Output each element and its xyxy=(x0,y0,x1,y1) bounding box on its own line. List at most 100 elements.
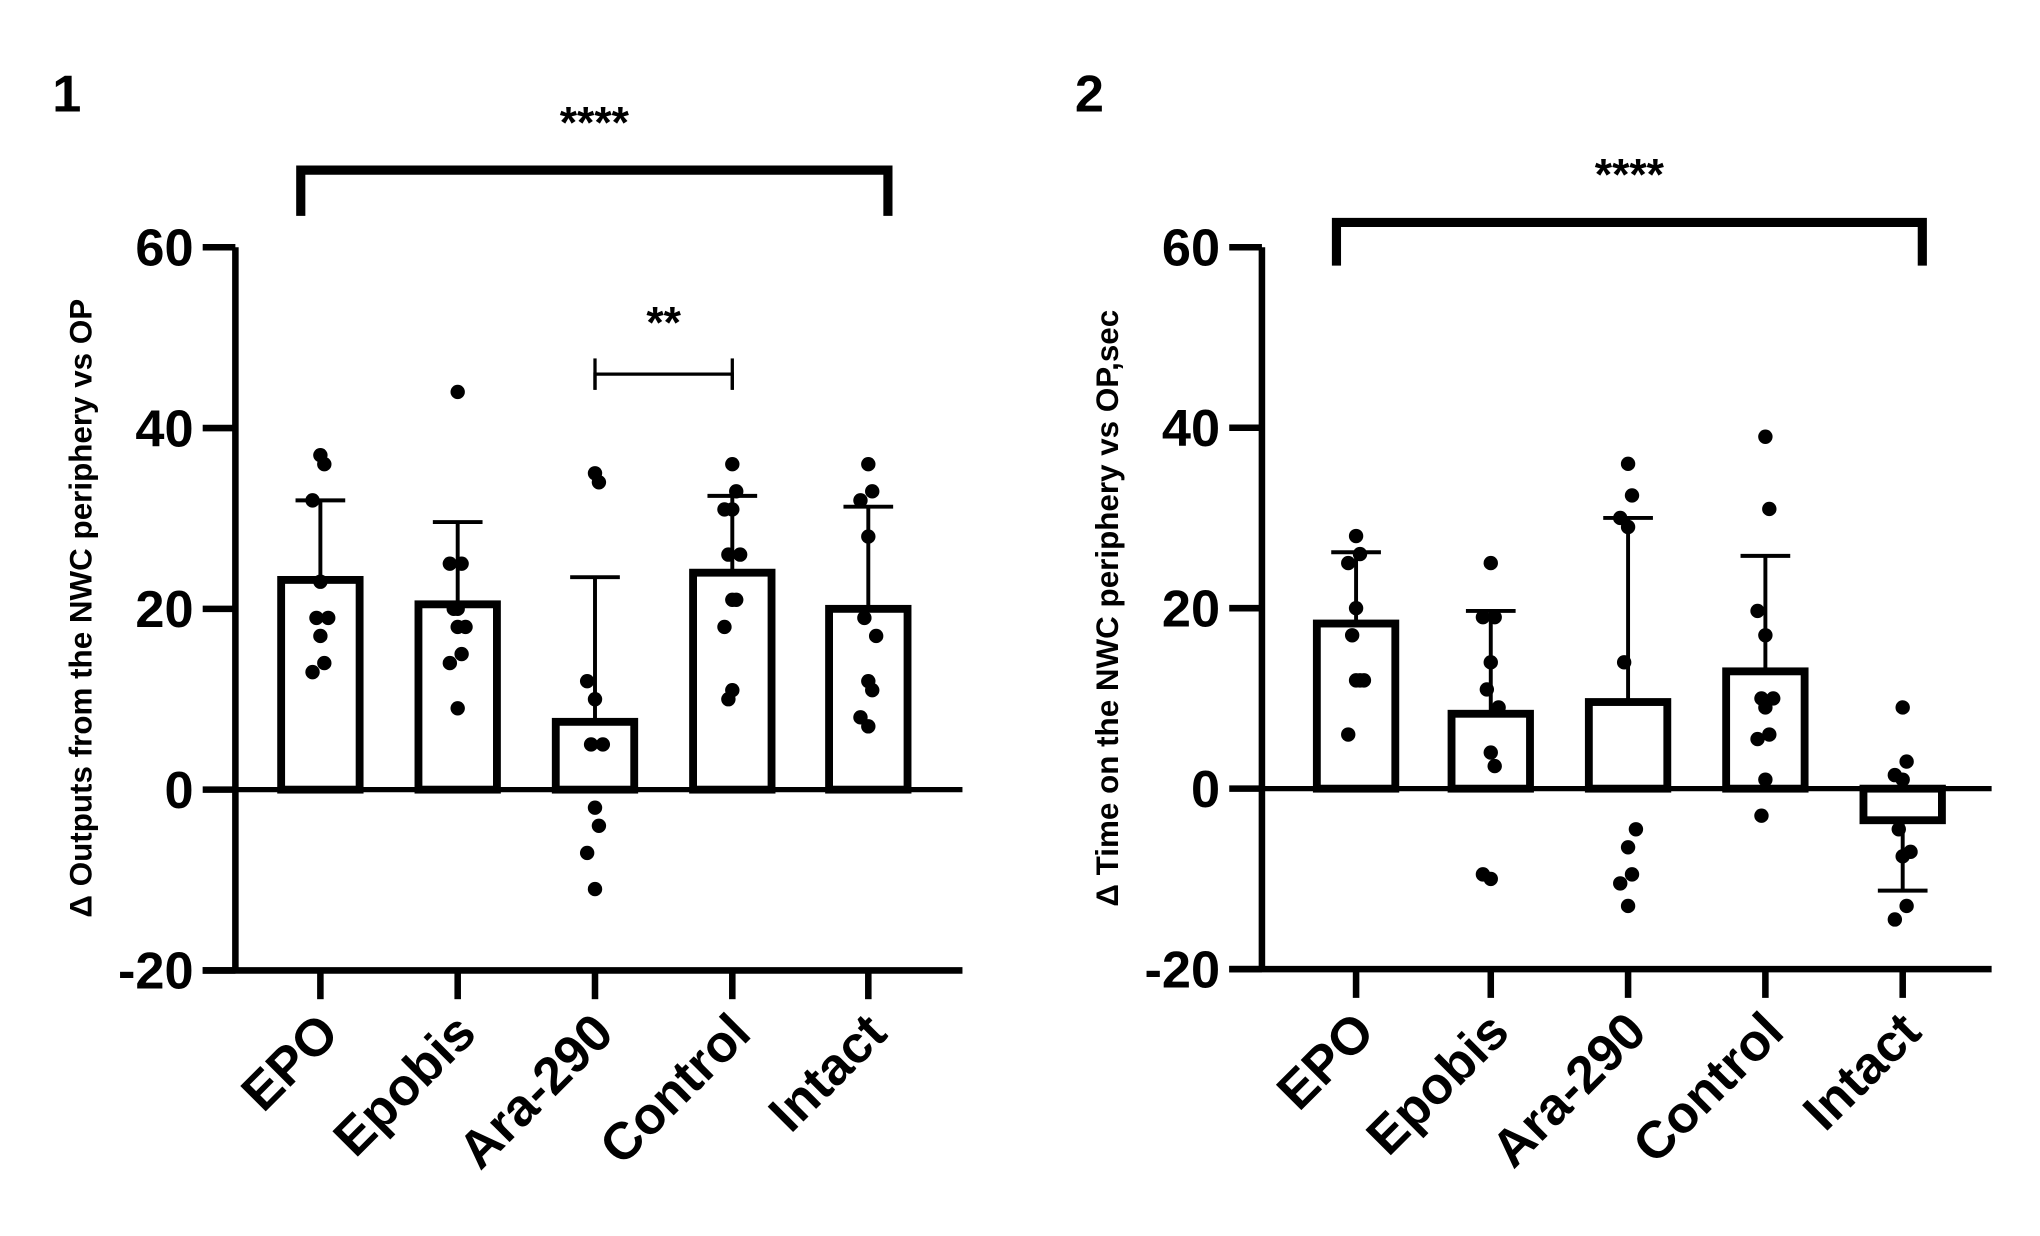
data-point xyxy=(1483,871,1498,887)
data-point xyxy=(1483,655,1498,670)
data-point xyxy=(1758,772,1773,787)
data-point xyxy=(1341,555,1356,571)
x-tick-label: Intact xyxy=(1792,1002,1932,1142)
data-point xyxy=(1762,501,1777,517)
data-point xyxy=(1344,628,1360,643)
data-point xyxy=(1895,700,1910,715)
data-point xyxy=(865,484,880,499)
y-tick-label: -20 xyxy=(118,943,194,1001)
x-tick-label: Ara-290 xyxy=(448,1003,625,1180)
data-point xyxy=(1620,519,1636,535)
data-point xyxy=(1620,840,1636,855)
panel-label: 2 xyxy=(1075,65,1104,123)
bar-ara-290 xyxy=(1584,698,1672,793)
data-point xyxy=(1758,628,1773,643)
data-point xyxy=(1487,610,1502,625)
data-point xyxy=(579,845,595,861)
data-point xyxy=(587,692,603,707)
x-tick-label: Control xyxy=(1622,1002,1794,1174)
y-tick-label: 0 xyxy=(1191,761,1220,819)
data-point xyxy=(1750,731,1765,747)
data-point xyxy=(721,692,736,707)
data-point xyxy=(732,547,748,562)
data-point xyxy=(1483,745,1498,760)
data-point xyxy=(446,601,461,617)
bar-epo xyxy=(277,575,364,794)
data-point xyxy=(725,457,740,472)
data-point xyxy=(1628,822,1644,837)
x-tick-label: Control xyxy=(589,1003,761,1175)
data-point xyxy=(1754,808,1769,823)
data-point xyxy=(305,493,320,508)
data-point xyxy=(1895,772,1910,787)
data-point xyxy=(313,574,328,589)
data-point xyxy=(454,556,469,571)
data-point xyxy=(1624,867,1640,882)
significance-bracket xyxy=(593,372,734,390)
data-point xyxy=(591,475,607,490)
x-tick-label: EPO xyxy=(1266,1002,1385,1121)
data-point xyxy=(1487,758,1502,774)
x-tick-label: Ara-290 xyxy=(1481,1002,1658,1179)
data-point xyxy=(321,610,336,626)
data-point xyxy=(1348,601,1364,616)
y-tick-label: 60 xyxy=(135,220,193,278)
data-point xyxy=(317,457,332,472)
data-point xyxy=(857,610,872,626)
data-point xyxy=(721,547,736,562)
data-point xyxy=(1613,876,1628,891)
significance-label: **** xyxy=(1595,151,1665,200)
data-point xyxy=(309,610,324,626)
data-point xyxy=(305,664,320,680)
data-point xyxy=(1758,429,1773,444)
data-point xyxy=(579,673,595,689)
data-point xyxy=(454,646,469,662)
data-point xyxy=(717,619,732,635)
data-point xyxy=(725,502,740,517)
significance-bracket xyxy=(296,165,893,216)
y-tick-label: 20 xyxy=(1162,581,1220,639)
data-point xyxy=(1491,700,1506,715)
data-point xyxy=(442,556,458,571)
data-point xyxy=(1758,700,1773,715)
bar-epo xyxy=(1312,619,1400,793)
data-point xyxy=(729,484,744,499)
data-point xyxy=(1479,682,1495,697)
data-point xyxy=(1620,898,1636,914)
data-point xyxy=(1616,655,1632,670)
data-point xyxy=(587,881,603,897)
data-point xyxy=(853,493,868,508)
data-point xyxy=(861,457,876,472)
bar-ara-290 xyxy=(551,717,639,794)
y-tick-label: 40 xyxy=(135,400,193,458)
data-point xyxy=(317,655,332,671)
significance-bracket xyxy=(1331,217,1927,266)
data-point xyxy=(861,719,876,734)
bar-intact xyxy=(825,604,912,794)
data-point xyxy=(1891,822,1906,837)
panel-label: 1 xyxy=(52,65,81,123)
y-tick-label: 60 xyxy=(1162,220,1220,278)
data-point xyxy=(591,818,607,833)
data-point xyxy=(1352,546,1368,562)
data-point xyxy=(450,701,465,716)
data-point xyxy=(1624,488,1640,503)
y-tick-label: 40 xyxy=(1162,400,1220,458)
x-tick-label: EPO xyxy=(231,1003,350,1122)
significance-label: **** xyxy=(560,98,630,147)
data-point xyxy=(861,529,876,544)
data-point xyxy=(1620,456,1636,472)
data-point xyxy=(1899,754,1914,769)
y-axis-label: Δ Outputs from the NWC periphery vs OP xyxy=(64,299,99,918)
data-point xyxy=(1750,603,1765,619)
data-point xyxy=(868,628,884,644)
data-point xyxy=(1899,898,1914,914)
data-point xyxy=(313,628,328,644)
significance-label: ** xyxy=(646,299,681,348)
y-tick-label: 0 xyxy=(164,762,193,820)
data-point xyxy=(1762,727,1777,742)
data-point xyxy=(1475,610,1491,625)
data-point xyxy=(450,619,465,635)
data-point xyxy=(729,592,744,607)
